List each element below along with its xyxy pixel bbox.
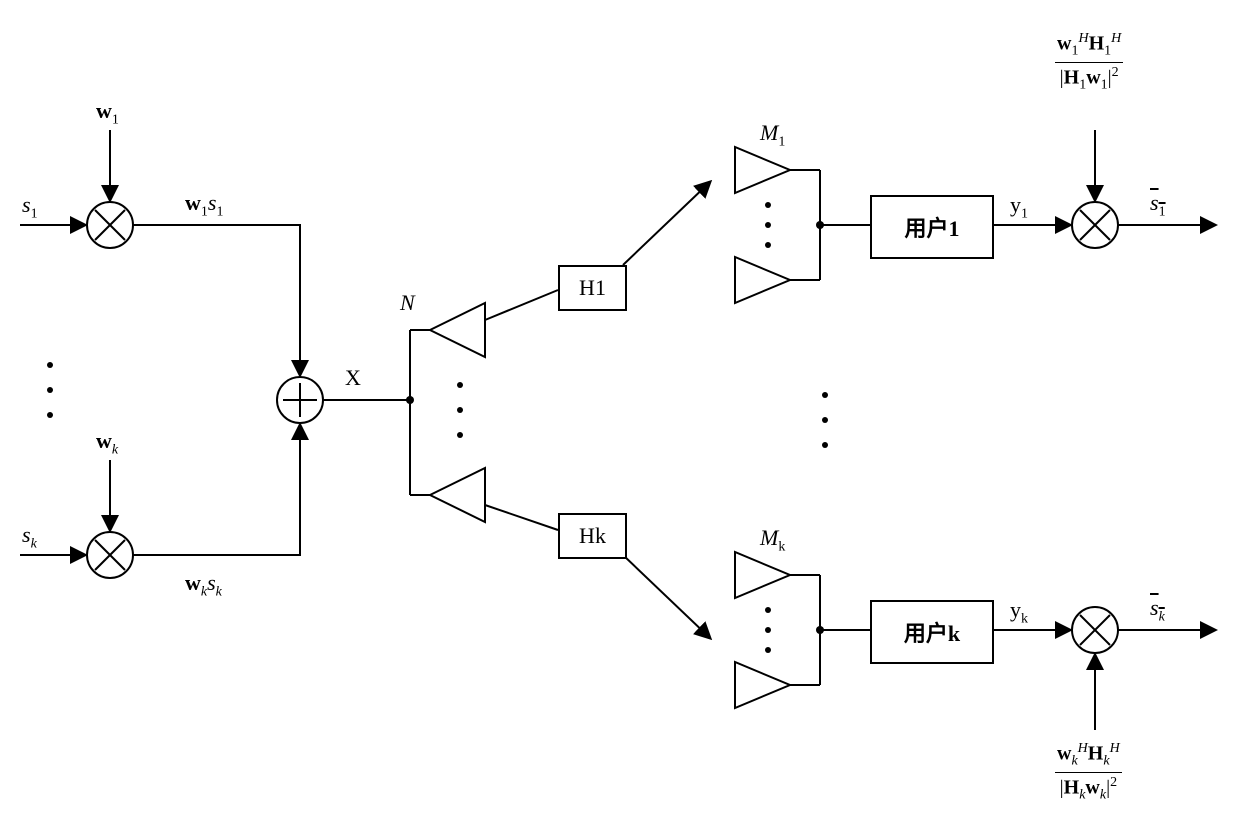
mult-out1-icon [1072,202,1118,248]
vdots-tx [457,382,463,438]
edge-hk-a [485,505,558,530]
vdots-rx1 [765,202,771,248]
label-y1: y1 [1010,192,1028,222]
label-M1: M1 [760,120,785,150]
vdots-users [822,392,828,448]
edge-wksk [133,425,300,555]
label-userk: 用户k [904,616,960,648]
label-s1bar: s1 [1150,190,1166,220]
label-Mk: Mk [760,525,785,555]
tx-antenna-top [430,303,485,357]
box-h1: H1 [558,265,627,311]
label-sk: sk [22,522,37,552]
label-Hk: Hk [579,523,606,549]
rx1-antenna-top [735,147,790,193]
mult-top-icon [87,202,133,248]
junction-rxk [816,626,824,634]
label-eq1: w1HH1H |H1w1|2 [1055,30,1123,94]
junction-x [406,396,414,404]
label-user1: 用户1 [904,211,959,243]
tx-antenna-bot [430,468,485,522]
vdots-inputs [47,362,53,418]
label-s1: s1 [22,192,38,222]
label-eqk: wkHHkH |Hkwk|2 [1055,740,1122,804]
label-w1: w1 [96,98,119,128]
box-hk: Hk [558,513,627,559]
label-yk: yk [1010,597,1028,627]
label-N: N [400,290,415,316]
label-H1: H1 [579,275,606,301]
rx1-antenna-bot [735,257,790,303]
mult-bot-icon [87,532,133,578]
mult-outk-icon [1072,607,1118,653]
edge-w1s1 [133,225,300,375]
rxk-antenna-top [735,552,790,598]
label-w1s1: w1s1 [185,190,223,220]
vdots-rxk [765,607,771,653]
label-X: X [345,365,361,391]
edge-h1-b [623,182,710,265]
label-skbar: sk [1150,595,1165,625]
rxk-antenna-bot [735,662,790,708]
label-wk: wk [96,428,118,458]
adder-icon [277,377,323,423]
box-userk: 用户k [870,600,994,664]
box-user1: 用户1 [870,195,994,259]
junction-rx1 [816,221,824,229]
label-wksk: wksk [185,570,222,600]
edge-h1-a [485,290,558,320]
edge-hk-b [623,555,710,638]
